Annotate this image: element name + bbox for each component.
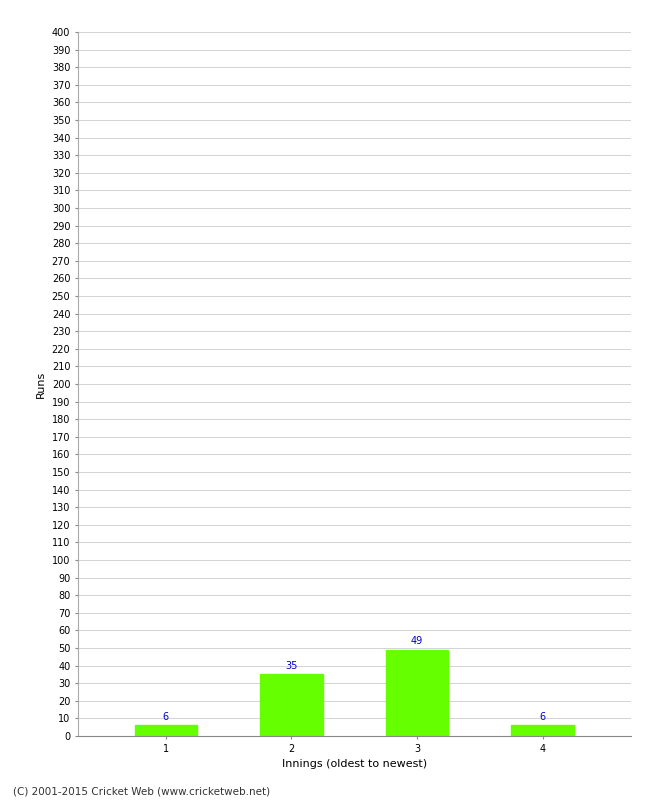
Y-axis label: Runs: Runs (36, 370, 46, 398)
Text: 6: 6 (540, 712, 545, 722)
Bar (135, 726, 198, 736)
Bar (385, 650, 448, 736)
Text: 35: 35 (285, 661, 298, 671)
Text: 6: 6 (163, 712, 169, 722)
Text: 49: 49 (411, 636, 423, 646)
Bar (511, 726, 574, 736)
Text: (C) 2001-2015 Cricket Web (www.cricketweb.net): (C) 2001-2015 Cricket Web (www.cricketwe… (13, 786, 270, 796)
X-axis label: Innings (oldest to newest): Innings (oldest to newest) (281, 759, 427, 769)
Bar (260, 674, 323, 736)
